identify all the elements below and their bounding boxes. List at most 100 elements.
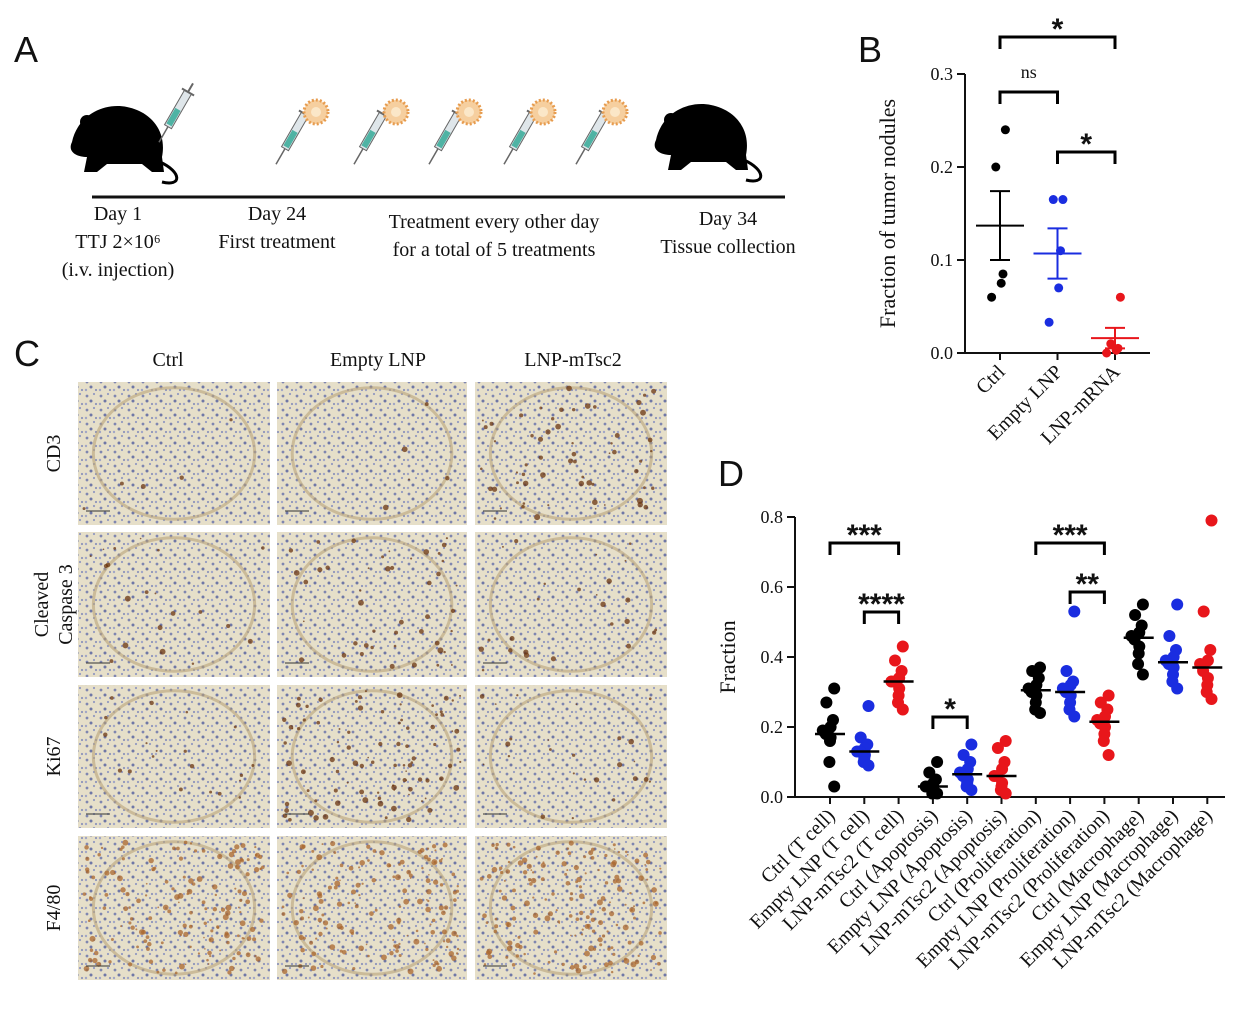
stain-spot <box>177 901 180 904</box>
stain-spot <box>415 929 419 933</box>
stain-spot <box>241 891 248 897</box>
stain-spot <box>207 963 210 965</box>
stain-spot <box>427 807 433 813</box>
stain-spot <box>487 954 493 960</box>
stain-spot <box>566 847 570 850</box>
tissue-outline <box>488 689 654 824</box>
stain-spot <box>626 853 629 856</box>
stain-spot <box>550 656 556 662</box>
stain-spot <box>455 952 459 955</box>
stain-spot <box>232 956 236 961</box>
stain-spot <box>613 848 616 850</box>
stain-spot <box>389 950 394 956</box>
stain-spot <box>307 916 310 919</box>
stain-spot <box>584 403 591 409</box>
y-tick-label: 0.1 <box>931 250 954 270</box>
stain-spot <box>491 843 495 848</box>
stain-spot <box>167 909 172 914</box>
stain-spot <box>583 855 587 859</box>
stain-spot <box>203 936 205 939</box>
stain-spot <box>531 871 535 874</box>
stain-spot <box>429 923 432 926</box>
stain-spot <box>592 499 598 506</box>
stain-spot <box>610 442 613 445</box>
stain-spot <box>240 843 246 848</box>
stain-spot <box>507 754 511 758</box>
data-point <box>1048 195 1058 205</box>
stain-spot <box>645 859 651 865</box>
micrograph <box>475 836 667 980</box>
stain-spot <box>246 858 250 862</box>
stain-spot <box>432 959 435 962</box>
stain-spot <box>516 481 519 485</box>
stain-spot <box>209 918 212 922</box>
significance-label: * <box>1052 13 1064 46</box>
stain-spot <box>381 555 385 559</box>
significance-bracket <box>1056 150 1117 164</box>
data-point <box>1111 345 1121 355</box>
stain-spot <box>498 866 503 870</box>
stain-spot <box>311 868 314 872</box>
panel-label: D <box>718 453 744 494</box>
stain-spot <box>597 868 600 872</box>
stain-spot <box>333 788 338 793</box>
row-label: CD3 <box>43 435 65 473</box>
data-point <box>1102 749 1115 761</box>
stain-spot <box>421 800 423 803</box>
stain-spot <box>376 791 380 794</box>
stain-spot <box>361 882 364 885</box>
stain-spot <box>220 907 226 912</box>
stain-spot <box>384 816 388 820</box>
stain-spot <box>591 929 596 933</box>
stain-spot <box>155 749 158 752</box>
stain-spot <box>388 550 391 553</box>
stain-spot <box>555 423 561 430</box>
stain-spot <box>282 813 288 819</box>
micrograph <box>475 532 667 677</box>
stain-spot <box>501 895 508 901</box>
stain-spot <box>104 892 109 897</box>
stain-spot <box>628 542 632 545</box>
stain-spot <box>650 954 657 961</box>
stain-spot <box>575 967 582 974</box>
stain-spot <box>534 514 541 521</box>
stain-spot <box>652 630 657 635</box>
stain-spot <box>575 917 580 921</box>
stain-spot <box>539 406 543 410</box>
stain-spot <box>281 905 285 909</box>
stain-spot <box>252 937 257 942</box>
stain-spot <box>610 946 614 950</box>
stain-spot <box>339 863 344 868</box>
stain-spot <box>396 741 401 747</box>
stain-spot <box>448 950 455 957</box>
stain-spot <box>454 728 460 734</box>
stain-spot <box>227 863 234 869</box>
stain-spot <box>421 866 424 870</box>
stain-spot <box>402 764 406 767</box>
panel-a-art <box>69 78 785 199</box>
stain-spot <box>608 452 611 455</box>
stain-spot <box>233 725 237 729</box>
stain-spot <box>574 934 577 937</box>
data-point <box>889 654 901 667</box>
stain-spot <box>547 960 551 964</box>
stain-spot <box>224 932 230 939</box>
stain-spot <box>557 920 561 924</box>
data-point <box>1097 735 1110 747</box>
stain-spot <box>396 692 403 698</box>
stain-spot <box>392 939 395 941</box>
stain-spot <box>321 913 325 917</box>
stain-spot <box>425 947 429 952</box>
significance-label: * <box>1080 128 1092 161</box>
timeline-label: Day 24 <box>248 203 306 225</box>
stain-spot <box>127 769 132 774</box>
micrograph <box>277 685 467 828</box>
stain-spot <box>349 929 355 934</box>
data-point <box>996 278 1006 288</box>
stain-spot <box>567 851 572 856</box>
stain-spot <box>354 904 359 909</box>
stain-spot <box>506 842 511 847</box>
data-point <box>820 696 833 709</box>
data-point <box>1058 195 1068 205</box>
stain-spot <box>261 546 265 550</box>
